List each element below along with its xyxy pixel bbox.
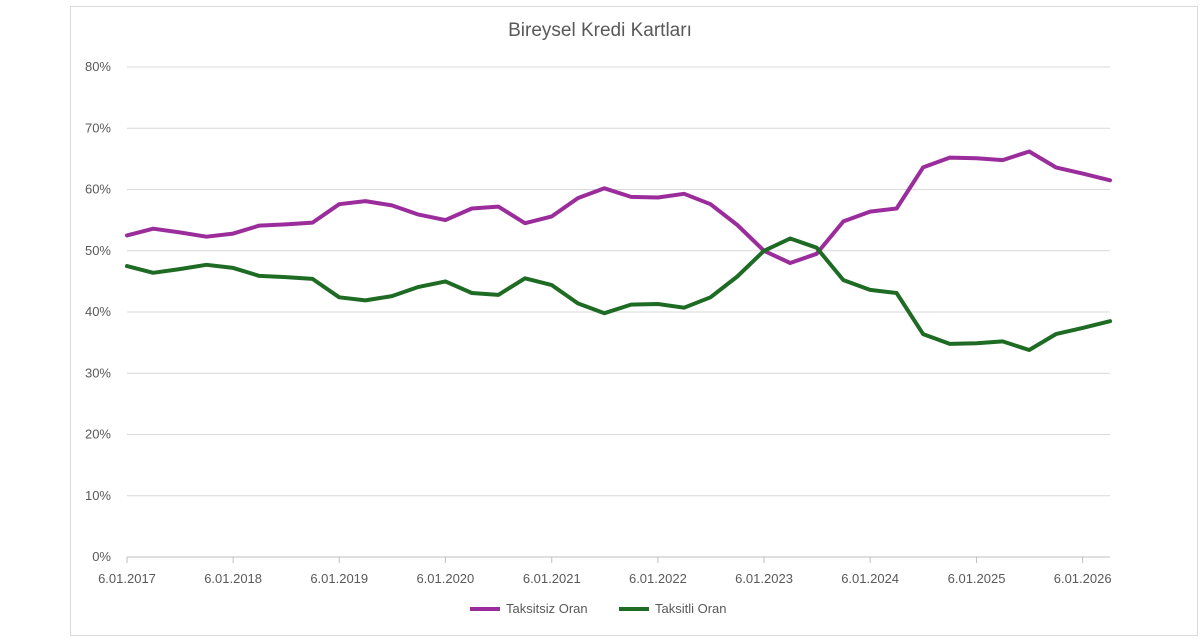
x-tick-label: 6.01.2024 bbox=[841, 571, 899, 586]
x-tick-label: 6.01.2023 bbox=[735, 571, 793, 586]
x-tick-label: 6.01.2025 bbox=[948, 571, 1006, 586]
y-tick-label: 0% bbox=[92, 549, 111, 564]
legend-label-taksitli: Taksitli Oran bbox=[655, 601, 727, 616]
axis-layer: 0% 10% 20% 30% 40% 50% 60% 70% 80% 6.01.2017 6.01.… bbox=[85, 59, 1112, 586]
series-line-taksitsiz bbox=[125, 149, 1112, 265]
x-tick-label: 6.01.2017 bbox=[98, 571, 156, 586]
y-tick-label: 70% bbox=[85, 120, 111, 135]
chart-title: Bireysel Kredi Kartları bbox=[508, 20, 692, 41]
y-tick-label: 80% bbox=[85, 59, 111, 74]
y-tick-label: 50% bbox=[85, 243, 111, 258]
chart-frame bbox=[70, 6, 1198, 636]
x-tick-label: 6.01.2021 bbox=[523, 571, 581, 586]
x-tick-label: 6.01.2022 bbox=[629, 571, 687, 586]
x-tick-label: 6.01.2026 bbox=[1054, 571, 1112, 586]
x-tick-label: 6.01.2018 bbox=[204, 571, 262, 586]
legend-label-taksitsiz: Taksitsiz Oran bbox=[506, 601, 588, 616]
y-tick-label: 20% bbox=[85, 427, 111, 442]
series-layer bbox=[125, 149, 1112, 352]
y-tick-label: 30% bbox=[85, 365, 111, 380]
y-tick-label: 10% bbox=[85, 488, 111, 503]
grid-layer bbox=[127, 66, 1110, 497]
y-tick-label: 60% bbox=[85, 182, 111, 197]
y-tick-label: 40% bbox=[85, 304, 111, 319]
series-line-taksitli bbox=[125, 236, 1112, 352]
x-tick-label: 6.01.2019 bbox=[310, 571, 368, 586]
legend: Taksitsiz Oran Taksitli Oran bbox=[470, 601, 727, 616]
x-tick-label: 6.01.2020 bbox=[416, 571, 474, 586]
